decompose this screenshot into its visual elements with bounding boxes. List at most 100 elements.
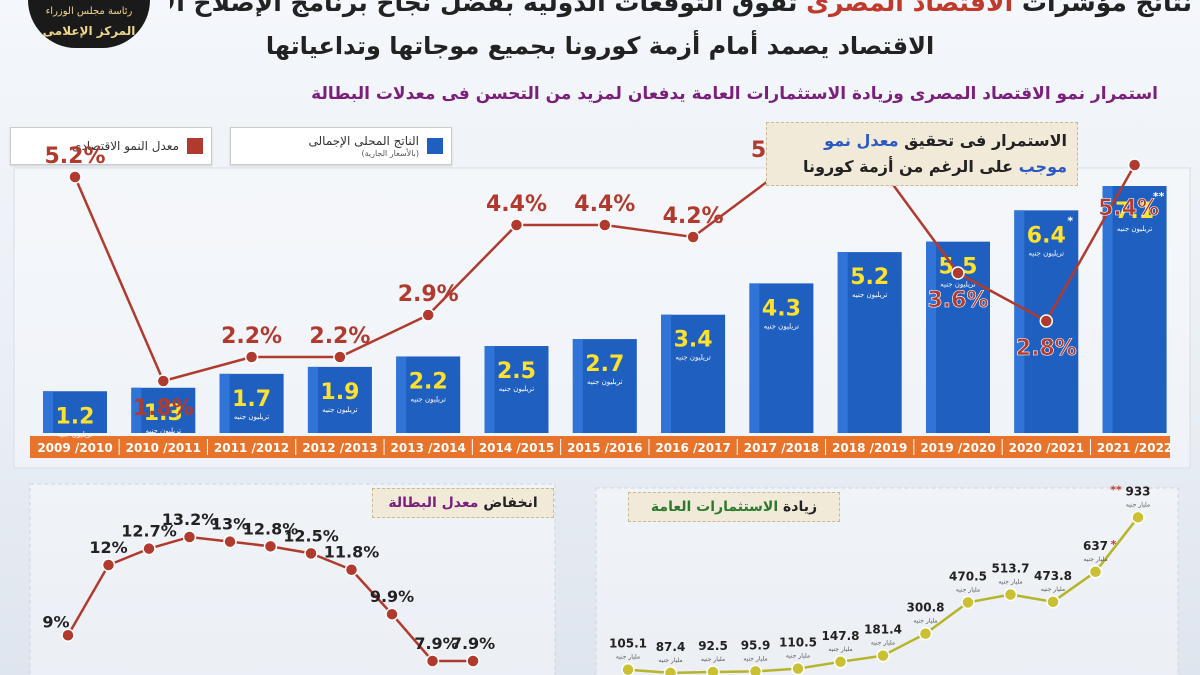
gdp-bar-shade xyxy=(837,252,848,433)
gdp-bar-value: 1.9 xyxy=(320,380,359,405)
note-line2: موجب على الرغم من أزمة كورونا xyxy=(803,157,1067,176)
investment-unit: مليار جنيه xyxy=(786,653,810,660)
unemployment-point xyxy=(466,654,480,668)
investment-value: 105.1 xyxy=(609,637,647,651)
unemployment-value: 13.2% xyxy=(162,510,218,529)
investment-value: 933 xyxy=(1125,484,1150,498)
growth-point xyxy=(244,350,259,364)
investment-point xyxy=(1131,510,1145,525)
title-pre: نتائج مؤشرات xyxy=(1021,0,1192,17)
x-tick-label: 2021 /2022 xyxy=(1097,441,1172,455)
growth-point xyxy=(333,350,347,364)
gdp-bar-value: 4.3 xyxy=(762,296,801,321)
unemployment-value: 9% xyxy=(42,612,69,631)
investment-point xyxy=(1046,595,1060,609)
investment-star: * xyxy=(1111,538,1117,551)
gdp-bar-unit: تريليون جنيه xyxy=(146,427,182,435)
investment-point xyxy=(706,665,720,675)
unemployment-value: 11.8% xyxy=(324,543,380,562)
investment-unit: مليار جنيه xyxy=(1083,556,1107,563)
note-line2-accent: موجب xyxy=(1018,157,1067,176)
unemployment-point xyxy=(182,530,197,544)
growth-point xyxy=(598,218,612,232)
growth-value: 2.2% xyxy=(221,324,282,349)
x-tick-label: 2016 /2017 xyxy=(655,441,730,455)
gdp-bar-shade xyxy=(131,387,142,433)
x-tick-label: 2014 /2015 xyxy=(479,441,554,455)
growth-point xyxy=(951,266,965,280)
gdp-bar-value: 2.5 xyxy=(497,359,536,384)
investment-unit: مليار جنيه xyxy=(828,646,852,653)
investment-value: 473.8 xyxy=(1034,569,1072,583)
gdp-bar-shade xyxy=(749,283,760,433)
investment-star: ** xyxy=(1110,483,1122,496)
gdp-bar-value: 6.4 xyxy=(1027,223,1066,248)
investment-unit: مليار جنيه xyxy=(1041,586,1065,593)
gdp-bar-value: 2.2 xyxy=(409,369,448,394)
logo-line1: رئاسة مجلس الوزراء xyxy=(45,6,133,17)
growth-value: 4.4% xyxy=(574,192,635,217)
note-line1-accent: معدل نمو xyxy=(824,131,899,150)
growth-value: 4.4% xyxy=(486,192,547,217)
investment-unit: مليار جنيه xyxy=(701,656,725,663)
unemployment-value: 12.7% xyxy=(121,522,177,541)
unemployment-title-accent: معدل البطالة xyxy=(388,495,479,511)
gdp-bar-shade xyxy=(484,346,495,433)
logo-line2: المركز الإعلامى xyxy=(42,24,136,38)
gdp-bar-shade xyxy=(219,373,230,433)
legend-gdp-label: الناتج المحلى الإجمالى xyxy=(308,134,419,148)
legend-growth-swatch xyxy=(187,138,203,154)
gdp-bar-star: * xyxy=(1067,214,1073,227)
unemployment-value: 12% xyxy=(89,538,127,557)
page-title: نتائج مؤشرات الاقتصاد المصرى تفوق التوقع… xyxy=(170,0,1200,28)
investment-title-pre: زيادة xyxy=(783,499,818,515)
note-line2-post: على الرغم من أزمة كورونا xyxy=(803,157,1014,176)
gdp-bar-value: 5.2 xyxy=(850,265,889,290)
gdp-bar xyxy=(484,346,549,433)
investment-value: 110.5 xyxy=(779,636,817,650)
investment-unit: مليار جنيه xyxy=(1126,501,1150,508)
investment-point xyxy=(876,648,890,663)
investment-point xyxy=(621,662,635,675)
investment-title-accent: الاستثمارات العامة xyxy=(650,499,779,515)
unemployment-value: 13% xyxy=(211,515,249,534)
gdp-bar-unit: تريليون جنيه xyxy=(410,395,446,403)
gdp-bar xyxy=(43,391,107,433)
gdp-bar-unit: تريليون جنيه xyxy=(675,354,711,362)
gdp-bar-star: ** xyxy=(1153,190,1165,203)
note-line1-pre: الاستمرار فى تحقيق xyxy=(904,131,1067,150)
x-tick-label: 2013 /2014 xyxy=(391,441,466,455)
growth-value: 5.2% xyxy=(44,144,105,169)
gdp-bar xyxy=(837,252,902,433)
investment-title: زيادة الاستثمارات العامة xyxy=(628,492,840,522)
gdp-bar-shade xyxy=(926,241,936,433)
unemployment-title: انخفاض معدل البطالة xyxy=(372,488,554,518)
x-tick-label: 2010 /2011 xyxy=(126,441,201,455)
investment-unit: مليار جنيه xyxy=(956,586,980,593)
investment-point xyxy=(663,666,678,675)
x-tick-label: 2019 /2020 xyxy=(920,441,995,455)
unemployment-value: 12.8% xyxy=(243,519,299,538)
investment-unit: مليار جنيه xyxy=(871,640,895,647)
unemployment-point xyxy=(61,628,75,643)
gdp-bar-value: 3.4 xyxy=(674,328,713,353)
investment-point xyxy=(748,664,763,675)
gdp-bar xyxy=(572,339,637,433)
legend-growth: معدل النمو الاقتصادى xyxy=(10,127,212,165)
growth-value: 5.4% xyxy=(1098,196,1159,221)
gdp-bar-unit: تريليون جنيه xyxy=(322,406,358,414)
investment-value: 637 xyxy=(1083,539,1108,553)
gdp-bar-unit: تريليون جنيه xyxy=(499,385,535,393)
growth-value: 2.8% xyxy=(1016,336,1077,361)
unemployment-point xyxy=(263,539,278,554)
x-tick-label: 2011 /2012 xyxy=(214,441,289,455)
growth-value: 1.8% xyxy=(133,396,194,421)
investment-value: 470.5 xyxy=(949,569,987,583)
growth-point xyxy=(686,230,700,244)
investment-value: 147.8 xyxy=(822,629,860,643)
gdp-bar xyxy=(307,366,372,433)
growth-point xyxy=(1039,314,1054,328)
investment-point xyxy=(1088,565,1103,579)
gdp-bar xyxy=(396,356,461,433)
gdp-bar-unit: تريليون جنيه xyxy=(234,413,270,421)
